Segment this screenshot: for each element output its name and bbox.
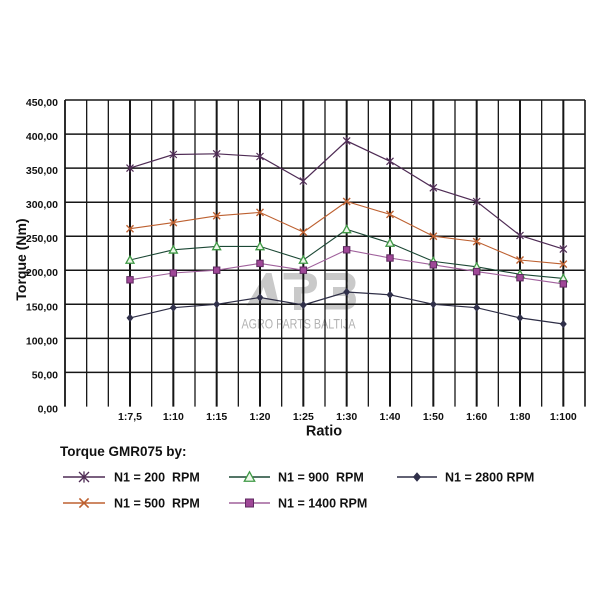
svg-text:1:60: 1:60 — [466, 411, 487, 423]
svg-text:Torque GMR075 by:: Torque GMR075 by: — [60, 444, 187, 459]
svg-text:0,00: 0,00 — [38, 404, 59, 416]
svg-text:50,00: 50,00 — [32, 369, 58, 381]
svg-text:N1 = 200 RPM: N1 = 200 RPM — [114, 470, 200, 484]
svg-text:200,00: 200,00 — [26, 267, 58, 279]
svg-text:1:15: 1:15 — [206, 411, 227, 423]
svg-text:Ratio: Ratio — [306, 423, 342, 439]
svg-text:1:100: 1:100 — [550, 411, 577, 423]
svg-text:450,00: 450,00 — [26, 97, 58, 109]
svg-text:N1 = 2800 RPM: N1 = 2800 RPM — [445, 470, 534, 484]
svg-text:N1 = 1400 RPM: N1 = 1400 RPM — [278, 496, 367, 510]
svg-text:100,00: 100,00 — [26, 335, 58, 347]
svg-text:Torque (Nm): Torque (Nm) — [13, 218, 29, 300]
svg-text:N1 = 500 RPM: N1 = 500 RPM — [114, 496, 200, 510]
svg-text:250,00: 250,00 — [26, 233, 58, 245]
svg-text:AGRO PARTS BALTIJA: AGRO PARTS BALTIJA — [242, 316, 357, 332]
svg-text:300,00: 300,00 — [26, 199, 58, 211]
svg-text:400,00: 400,00 — [26, 131, 58, 143]
svg-text:150,00: 150,00 — [26, 301, 58, 313]
svg-text:N1 = 900 RPM: N1 = 900 RPM — [278, 470, 364, 484]
svg-text:1:40: 1:40 — [379, 411, 400, 423]
svg-text:350,00: 350,00 — [26, 165, 58, 177]
svg-text:1:50: 1:50 — [423, 411, 444, 423]
svg-text:1:25: 1:25 — [293, 411, 314, 423]
svg-text:1:7,5: 1:7,5 — [118, 411, 142, 423]
svg-text:1:10: 1:10 — [163, 411, 184, 423]
svg-text:1:30: 1:30 — [336, 411, 357, 423]
svg-text:1:80: 1:80 — [509, 411, 530, 423]
svg-text:1:20: 1:20 — [249, 411, 270, 423]
